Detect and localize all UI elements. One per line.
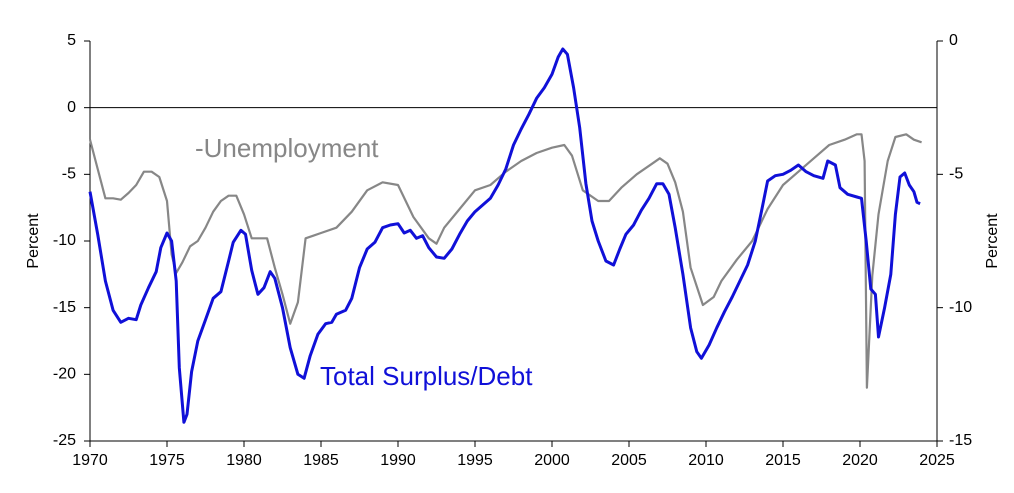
y2-tick-label: 0 [949,32,958,49]
x-tick-label: 1995 [457,452,493,469]
y2-tick-label: -5 [949,166,963,183]
x-tick-label: 1970 [72,452,108,469]
y-tick-label: -15 [53,299,76,316]
x-tick-label: 2005 [611,452,647,469]
y-axis-label: Percent [25,213,42,269]
y2-tick-label: -10 [949,299,972,316]
x-tick-label: 2010 [688,452,724,469]
series-line [88,47,921,424]
y2-axis-label: Percent [984,213,1001,269]
x-tick-label: 1975 [149,452,185,469]
y-tick-label: -10 [53,232,76,249]
y-tick-label: 5 [67,32,76,49]
series-label: -Unemployment [195,133,379,163]
x-tick-label: 2025 [919,452,955,469]
x-tick-label: 2000 [534,452,570,469]
y-tick-label: -20 [53,366,76,383]
y-tick-label: 0 [67,99,76,116]
x-tick-label: 1985 [303,452,339,469]
x-tick-label: 2015 [765,452,801,469]
x-tick-label: 1990 [380,452,416,469]
x-tick-label: 2020 [842,452,878,469]
x-tick-label: 1980 [226,452,262,469]
y-tick-label: -25 [53,432,76,449]
series-label: Total Surplus/Debt [320,361,533,391]
series-line [88,133,922,389]
y-tick-label: -5 [62,166,76,183]
y2-tick-label: -15 [949,432,972,449]
